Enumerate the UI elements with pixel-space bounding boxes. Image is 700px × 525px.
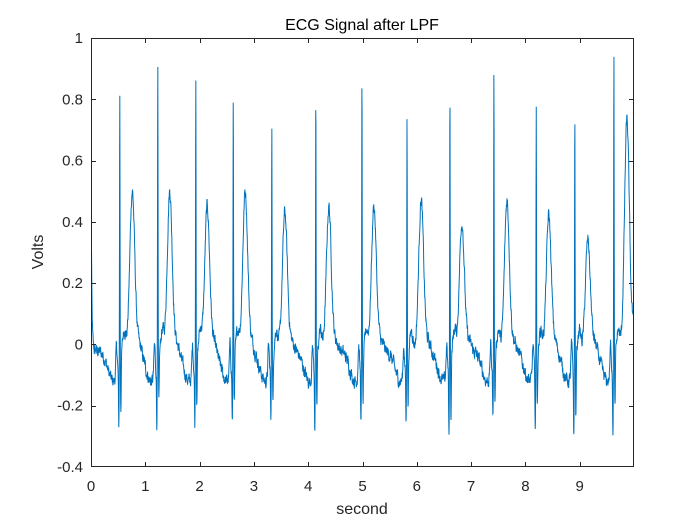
x-tick-label: 5 xyxy=(358,478,366,495)
x-tick-label: 6 xyxy=(413,478,421,495)
y-axis: -0.4 -0.2 0 0.2 0.4 0.6 0.8 1 xyxy=(57,30,634,476)
y-tick-label: 0.6 xyxy=(62,153,83,170)
y-tick-label: 0.4 xyxy=(62,214,83,231)
ecg-signal-line xyxy=(91,56,634,436)
chart-title: ECG Signal after LPF xyxy=(285,17,439,34)
y-tick-label: -0.2 xyxy=(57,398,83,415)
y-tick-label: -0.4 xyxy=(57,459,83,476)
axes-box xyxy=(91,38,634,467)
x-tick-label: 7 xyxy=(467,478,475,495)
x-tick-label: 4 xyxy=(304,478,312,495)
x-axis: 0 1 2 3 4 5 6 7 8 9 xyxy=(87,38,584,495)
y-axis-label: Volts xyxy=(30,235,47,270)
x-tick-label: 2 xyxy=(195,478,203,495)
x-tick-label: 3 xyxy=(250,478,258,495)
x-tick-label: 0 xyxy=(87,478,95,495)
y-tick-label: 0.2 xyxy=(62,275,83,292)
x-tick-label: 1 xyxy=(141,478,149,495)
x-tick-label: 9 xyxy=(576,478,584,495)
y-tick-label: 0 xyxy=(75,336,83,353)
y-tick-label: 1 xyxy=(75,30,83,47)
y-tick-label: 0.8 xyxy=(62,91,83,108)
x-tick-label: 8 xyxy=(521,478,529,495)
x-axis-label: second xyxy=(336,501,388,518)
